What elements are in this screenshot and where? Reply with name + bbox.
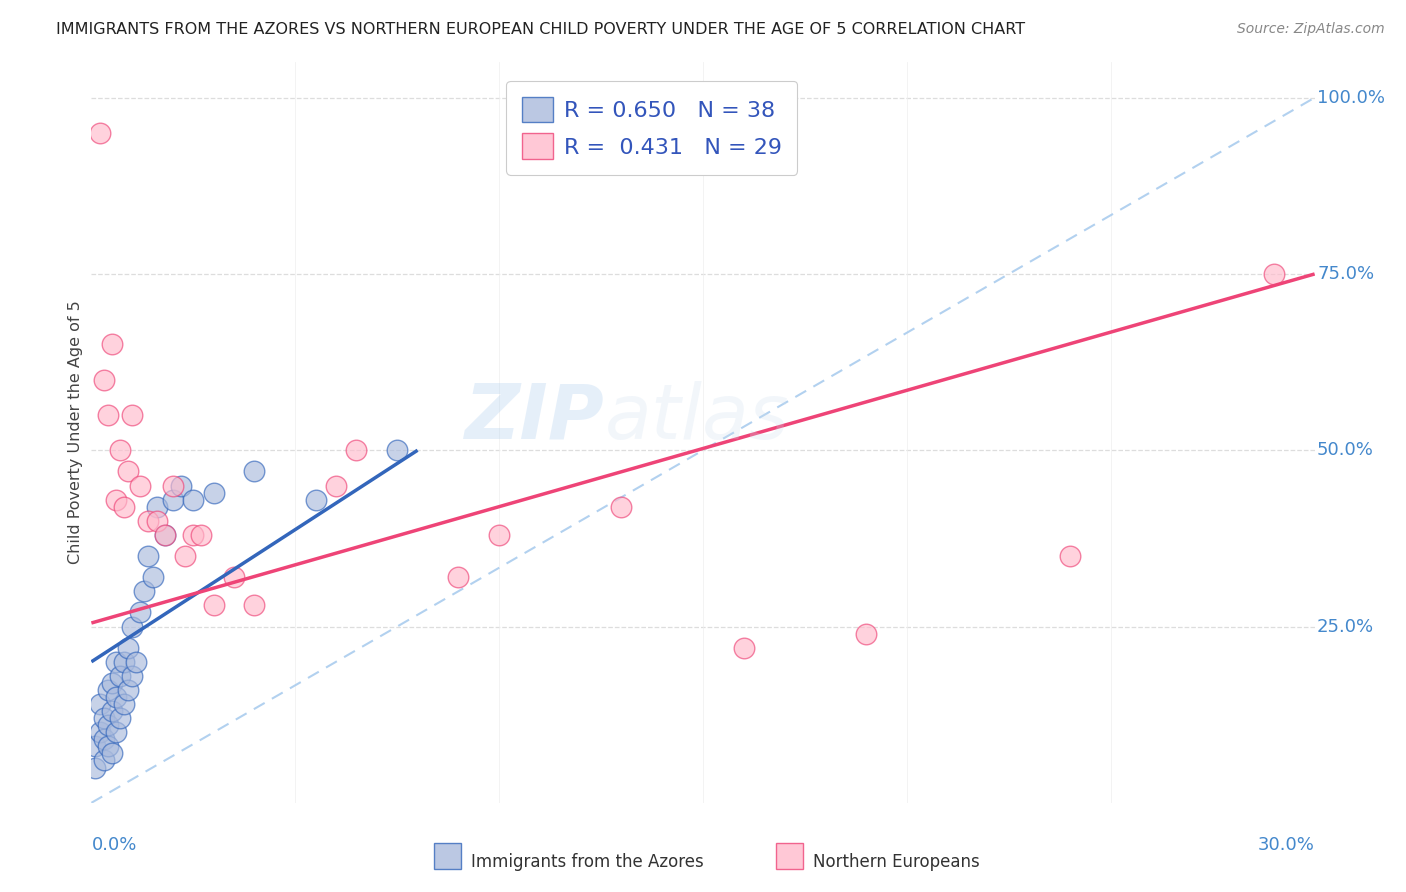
Point: [97, 683, 120, 698]
Point: [162, 478, 184, 492]
Point: [202, 485, 225, 500]
Point: [138, 549, 160, 563]
FancyBboxPatch shape: [776, 843, 803, 870]
Point: [104, 655, 127, 669]
Text: atlas: atlas: [605, 381, 790, 455]
Text: ZIP: ZIP: [465, 381, 605, 455]
Point: [121, 669, 143, 683]
Point: [243, 464, 266, 478]
Point: [488, 528, 510, 542]
Point: [202, 599, 225, 613]
Point: [385, 443, 409, 458]
Point: [104, 492, 127, 507]
Point: [346, 443, 368, 458]
Point: [101, 337, 124, 351]
Point: [153, 528, 176, 542]
Point: [129, 478, 152, 492]
Point: [134, 584, 156, 599]
Point: [84, 739, 107, 754]
Point: [112, 655, 135, 669]
Point: [125, 655, 148, 669]
Point: [101, 704, 124, 718]
Point: [89, 126, 111, 140]
Text: Northern Europeans: Northern Europeans: [813, 853, 980, 871]
Point: [97, 408, 120, 422]
Legend: R = 0.650   N = 38, R =  0.431   N = 29: R = 0.650 N = 38, R = 0.431 N = 29: [506, 81, 797, 175]
Y-axis label: Child Poverty Under the Age of 5: Child Poverty Under the Age of 5: [67, 301, 83, 565]
Point: [141, 570, 163, 584]
FancyBboxPatch shape: [434, 843, 461, 870]
Point: [129, 606, 152, 620]
Point: [101, 747, 124, 761]
Text: Immigrants from the Azores: Immigrants from the Azores: [471, 853, 703, 871]
Point: [93, 373, 115, 387]
Point: [97, 718, 120, 732]
Point: [97, 739, 120, 754]
Point: [121, 408, 143, 422]
Point: [108, 669, 131, 683]
Point: [610, 500, 633, 514]
Point: [93, 732, 115, 747]
Point: [117, 640, 139, 655]
Point: [1263, 267, 1285, 281]
Point: [183, 528, 205, 542]
Text: 30.0%: 30.0%: [1258, 836, 1315, 855]
Text: 50.0%: 50.0%: [1317, 442, 1374, 459]
Point: [325, 478, 347, 492]
Point: [93, 754, 115, 768]
Point: [93, 711, 115, 725]
Text: Source: ZipAtlas.com: Source: ZipAtlas.com: [1237, 22, 1385, 37]
Point: [304, 492, 326, 507]
Point: [190, 528, 212, 542]
Point: [145, 514, 167, 528]
Point: [104, 725, 127, 739]
Text: IMMIGRANTS FROM THE AZORES VS NORTHERN EUROPEAN CHILD POVERTY UNDER THE AGE OF 5: IMMIGRANTS FROM THE AZORES VS NORTHERN E…: [56, 22, 1025, 37]
Point: [243, 599, 266, 613]
Point: [222, 570, 246, 584]
Point: [112, 500, 135, 514]
Point: [145, 500, 167, 514]
Point: [162, 492, 184, 507]
Point: [174, 549, 197, 563]
Point: [170, 478, 193, 492]
Text: 25.0%: 25.0%: [1317, 617, 1374, 635]
Point: [183, 492, 205, 507]
Point: [117, 464, 139, 478]
Point: [447, 570, 470, 584]
Point: [112, 697, 135, 711]
Point: [101, 676, 124, 690]
Text: 75.0%: 75.0%: [1317, 265, 1374, 283]
Point: [108, 711, 131, 725]
Point: [1059, 549, 1081, 563]
Point: [153, 528, 176, 542]
Point: [84, 760, 107, 774]
Text: 100.0%: 100.0%: [1317, 88, 1385, 107]
Point: [104, 690, 127, 704]
Point: [89, 697, 111, 711]
Point: [138, 514, 160, 528]
Text: 0.0%: 0.0%: [91, 836, 136, 855]
Point: [121, 619, 143, 633]
Point: [733, 640, 755, 655]
Point: [117, 683, 139, 698]
Point: [855, 626, 877, 640]
Point: [108, 443, 131, 458]
Point: [89, 725, 111, 739]
